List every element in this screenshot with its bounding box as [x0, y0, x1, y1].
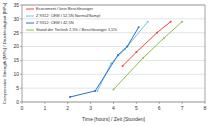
point: [122, 65, 124, 67]
legend-label: Z 9312: CEM I 42,5N: [36, 20, 74, 25]
series-line: [70, 27, 139, 97]
legend-label: Z 9312: CEM I 52,5N Normal/Sampl: [36, 13, 100, 18]
point: [181, 21, 183, 23]
x-tick: [22, 102, 23, 104]
y-tick-label: 10: [13, 71, 19, 77]
x-tick-label: 0: [21, 105, 24, 111]
x-tick: [205, 102, 206, 104]
legend-swatch: [26, 16, 34, 17]
grid-line: [22, 46, 205, 47]
x-tick-label: 7: [181, 105, 184, 111]
frame: [205, 5, 206, 102]
y-tick-label: 35: [13, 2, 19, 8]
x-axis: [22, 102, 205, 103]
point: [142, 57, 144, 59]
x-tick: [90, 102, 91, 104]
x-tick: [67, 102, 68, 104]
legend-label: Ecocement / kein Beschleuniger: [36, 6, 94, 11]
point: [170, 21, 172, 23]
x-tick-label: 8: [204, 105, 207, 111]
point: [135, 51, 137, 53]
frame: [22, 5, 205, 6]
point: [156, 32, 158, 34]
y-tick-label: 25: [13, 30, 19, 36]
point: [126, 46, 128, 48]
x-tick: [44, 102, 45, 104]
x-tick-label: 2: [66, 105, 69, 111]
x-tick: [159, 102, 160, 104]
point: [69, 96, 71, 98]
x-tick-label: 4: [112, 105, 115, 111]
chart: 0 5 10 15 20 25 30 35 0 1 2 3 4 5 6 7 8 Time [hours] / Ze…: [0, 0, 210, 126]
x-tick: [136, 102, 137, 104]
legend-swatch: [26, 23, 34, 24]
y-tick-label: 0: [16, 99, 19, 105]
grid-line: [22, 88, 205, 89]
y-tick-label: 30: [13, 16, 19, 22]
y-tick-label: 15: [13, 57, 19, 63]
y-axis-label: Compressive Strength [MPa] / Druckfestig…: [2, 3, 7, 104]
x-tick: [182, 102, 183, 104]
legend-label: Stand der Technik 2,5% / Beschleuniger 1…: [36, 27, 118, 32]
grid-line: [22, 18, 205, 19]
point: [94, 90, 96, 92]
x-tick-label: 3: [89, 105, 92, 111]
legend-swatch: [26, 30, 34, 31]
point: [113, 89, 115, 91]
y-axis: [22, 5, 23, 102]
x-tick-label: 1: [43, 105, 46, 111]
y-tick-label: 20: [13, 43, 19, 49]
legend: Ecocement / kein Beschleuniger Z 9312: CE…: [26, 6, 118, 32]
grid-line: [22, 74, 205, 75]
grid-line: [22, 5, 205, 6]
legend-swatch: [26, 9, 34, 10]
x-axis-label: Time [hours] / Zeit [Stunden]: [82, 116, 146, 122]
point: [117, 54, 119, 56]
x-tick-label: 6: [158, 105, 161, 111]
x-tick-label: 5: [135, 105, 138, 111]
point: [96, 90, 98, 92]
point: [163, 37, 165, 39]
point: [138, 26, 140, 28]
series-line: [114, 22, 183, 90]
point: [147, 21, 149, 23]
y-tick-label: 5: [16, 85, 19, 91]
x-tick: [113, 102, 114, 104]
